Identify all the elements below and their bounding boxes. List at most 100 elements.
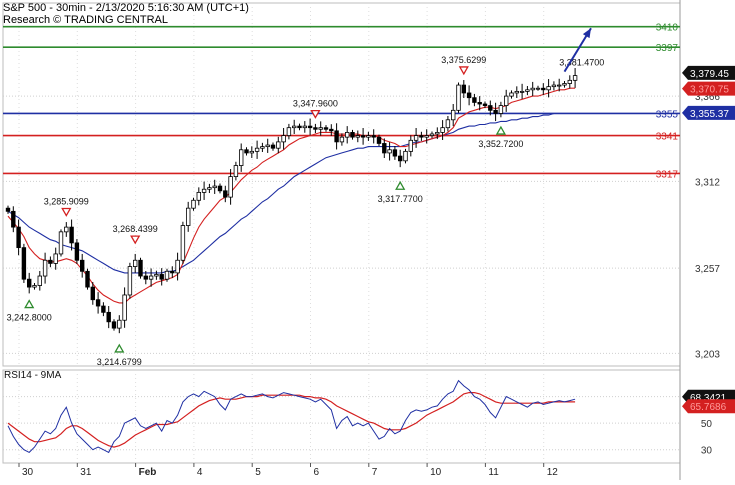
candle-body (21, 247, 27, 280)
candle-body (450, 109, 456, 121)
candle-body (376, 136, 382, 144)
candle-body (424, 135, 429, 138)
candle-body (350, 132, 355, 138)
x-tick-label: 30 (22, 467, 34, 478)
candle-body (456, 84, 461, 111)
candle-body (32, 285, 37, 288)
candle-body (329, 128, 334, 132)
candle-body (111, 321, 117, 329)
pivot-low-marker (114, 343, 125, 353)
candle-body (164, 270, 170, 280)
candle-body (85, 270, 90, 288)
price-tag-last-bg (682, 65, 735, 80)
pivot-label: 3,317.7700 (378, 194, 423, 204)
candle-body (493, 109, 498, 114)
candle-body (318, 127, 323, 130)
level-label: 3397 (656, 43, 679, 54)
candle-body (143, 275, 148, 280)
candle-body (42, 259, 48, 277)
candle-body (117, 319, 122, 329)
x-tick-label: 7 (372, 467, 378, 478)
price-tag-last-label: 3,379.45 (690, 69, 729, 80)
candle-body (360, 135, 366, 138)
candle-body (53, 253, 58, 264)
price-tag-blue-label: 3,355.37 (690, 109, 729, 120)
chart-title: S&P 500 - 30min - 2/13/2020 5:16:30 AM (… (3, 2, 249, 14)
x-tick-label: 10 (430, 467, 442, 478)
candle-body (503, 95, 509, 106)
rsi-panel (2, 369, 681, 464)
candle-body (530, 87, 535, 91)
candle-body (408, 139, 413, 152)
candle-body (148, 275, 154, 280)
candle-body (170, 270, 175, 274)
candle-body (403, 150, 408, 162)
rsi-title: RSI14 - 9MA (4, 370, 62, 381)
candle-body (238, 149, 244, 166)
candle-body (302, 125, 307, 129)
candle-body (69, 226, 74, 244)
pivot-high-marker (310, 109, 321, 119)
candle-body (244, 149, 249, 154)
candle-body (270, 144, 276, 149)
candle-body (397, 155, 403, 162)
candle-body (201, 188, 207, 193)
candle-body (445, 119, 451, 129)
rsi-tag-ma-label: 65.7686 (690, 402, 727, 413)
candle-body (16, 226, 21, 249)
x-tick-label: 5 (255, 467, 261, 478)
pivot-label: 3,375.6299 (441, 55, 486, 65)
candle-body (551, 84, 557, 88)
candle-body (291, 125, 297, 129)
candle-body (535, 87, 541, 90)
candle-body (514, 90, 519, 94)
candle-body (265, 144, 270, 148)
candle-body (106, 311, 111, 323)
moving-average-red (7, 87, 576, 304)
candle-body (344, 132, 350, 138)
price-tag-blue-bg (682, 105, 735, 120)
candle-body (249, 150, 254, 154)
chart-subtitle: Research © TRADING CENTRAL (3, 14, 168, 26)
candle-body (180, 225, 186, 261)
candle-body (355, 135, 360, 138)
candle-body (466, 92, 472, 99)
price-panel (2, 2, 681, 367)
candle-body (323, 127, 329, 130)
candle-body (387, 149, 392, 154)
pivot-label: 3,242.8000 (7, 313, 52, 323)
candle-body (562, 83, 567, 86)
rsi-line (7, 379, 576, 454)
pivot-label: 3,214.6799 (97, 357, 142, 367)
rsi-tag-ma-bg (682, 399, 735, 414)
candle-body (138, 259, 143, 277)
candle-body (212, 185, 217, 189)
candle-body (297, 125, 302, 129)
pivot-low-marker (24, 299, 35, 309)
moving-average-blue (7, 112, 576, 274)
candle-body (334, 130, 339, 143)
x-tick-label: 11 (488, 467, 499, 478)
price-tick-label: 3,366 (695, 92, 720, 103)
candle-body (307, 125, 313, 129)
price-tick-label: 3,203 (695, 349, 720, 360)
candle-body (541, 87, 546, 91)
x-tick-label: 31 (80, 467, 92, 478)
candle-body (286, 127, 292, 136)
candle-body (371, 135, 376, 138)
candle-body (64, 226, 69, 233)
candle-body (101, 305, 106, 313)
candle-body (557, 84, 562, 87)
candle-body (217, 185, 223, 192)
pivot-high-marker (61, 207, 72, 217)
candle-body (132, 259, 138, 267)
candle-body (254, 147, 260, 152)
level-label: 3410 (656, 23, 679, 34)
candle-body (440, 127, 445, 133)
candle-body (37, 275, 42, 286)
rsi-ma-line (7, 392, 576, 448)
candle-body (392, 149, 398, 157)
price-tick-label: 3,312 (695, 177, 720, 188)
candle-body (488, 105, 493, 111)
candle-body (366, 135, 371, 138)
